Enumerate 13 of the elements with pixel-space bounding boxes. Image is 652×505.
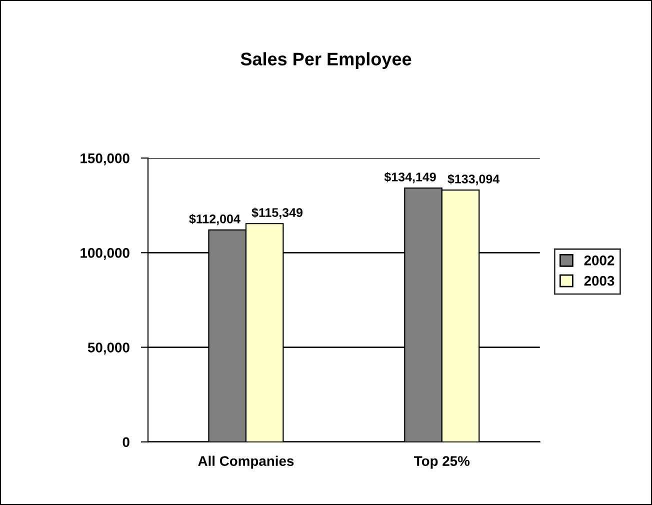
y-tick-label: 150,000 xyxy=(80,153,130,166)
data-label: $133,094 xyxy=(448,174,500,186)
data-label: $134,149 xyxy=(384,172,436,184)
x-tick-label: All Companies xyxy=(198,456,294,469)
y-tick-label: 100,000 xyxy=(80,248,130,260)
data-label: $115,349 xyxy=(252,208,303,219)
chart-title: Sales Per Employee xyxy=(240,52,412,70)
x-tick-label: Top 25% xyxy=(414,456,470,469)
y-tick-label: 0 xyxy=(122,437,130,448)
legend-label: 2003 xyxy=(584,276,614,286)
y-tick-label: 50,000 xyxy=(88,342,130,354)
data-label: $112,004 xyxy=(189,214,240,226)
legend-label: 2002 xyxy=(584,256,614,266)
